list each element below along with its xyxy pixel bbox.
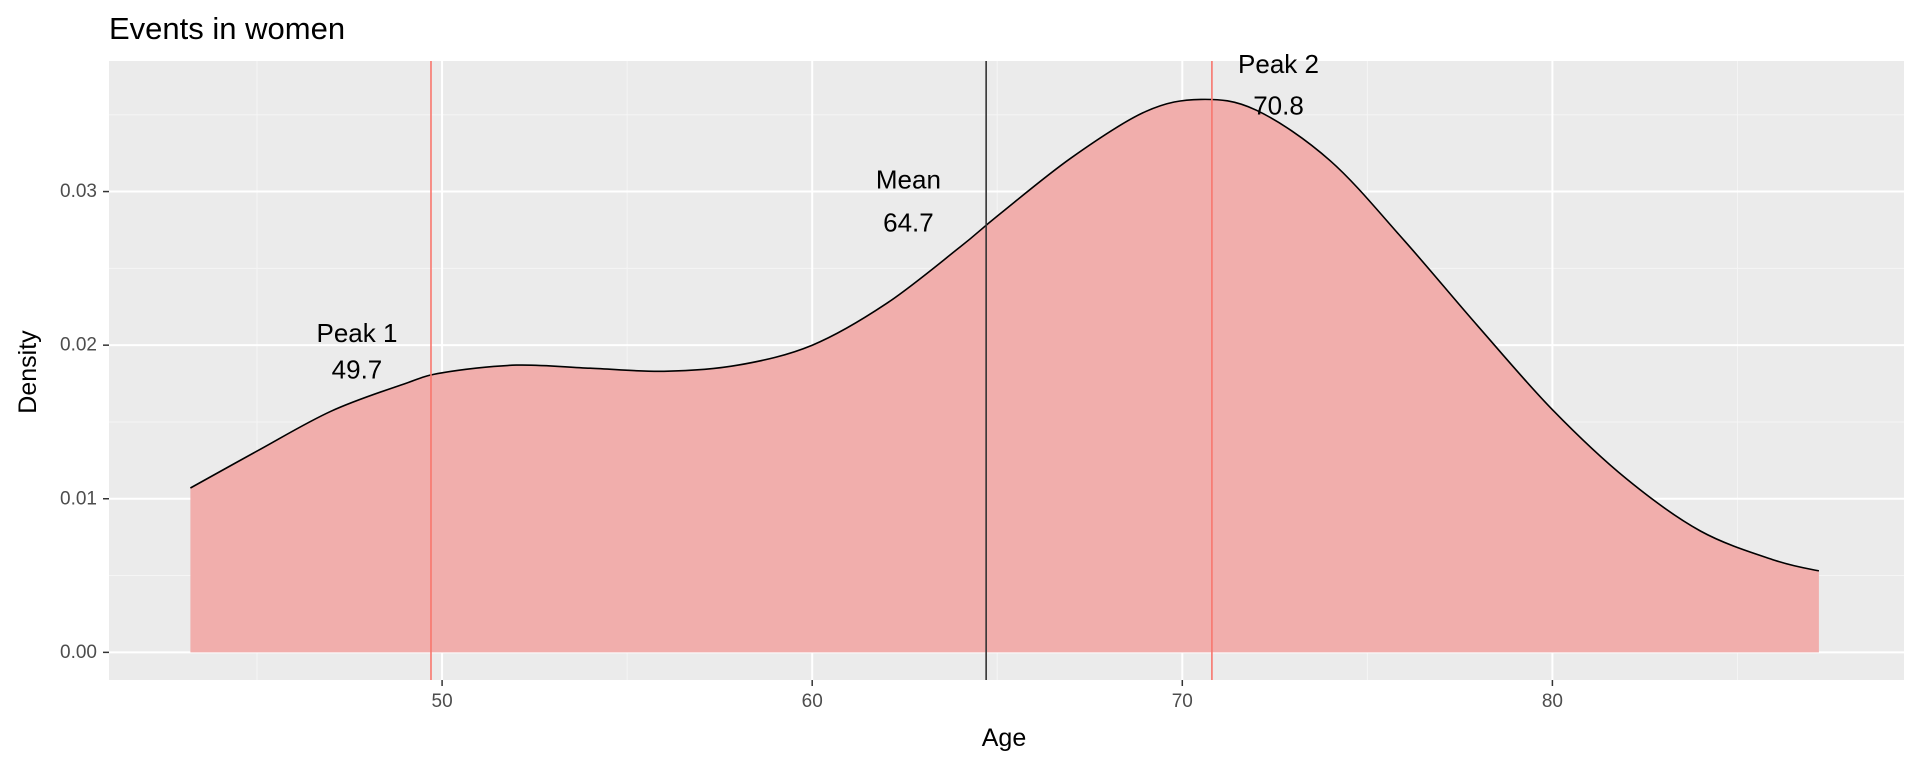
- density-area: [190, 99, 1819, 653]
- y-tick-label: 0.00: [60, 642, 97, 663]
- y-axis-title: Density: [14, 330, 42, 414]
- y-tick-label: 0.02: [60, 335, 97, 356]
- annotation-value: 64.7: [883, 207, 934, 237]
- annotation-label: Peak 1: [316, 318, 397, 348]
- x-tick-label: 80: [1542, 691, 1563, 712]
- annotation-label: Peak 2: [1238, 49, 1319, 79]
- y-tick-label: 0.01: [60, 488, 97, 509]
- annotations: Peak 1 49.7 Mean 64.7 Peak 2 70.8: [316, 49, 1319, 385]
- chart-title: Events in women: [109, 11, 345, 46]
- y-tick-label: 0.03: [60, 181, 97, 202]
- x-axis-title: Age: [982, 724, 1026, 752]
- x-tick-label: 60: [802, 691, 823, 712]
- annotation-value: 70.8: [1253, 91, 1304, 121]
- annotation-label: Mean: [876, 164, 941, 194]
- density-curve: [190, 98, 1820, 572]
- axis-ticks: 50 60 70 80 0.00 0.01 0.02 0.03: [60, 181, 1563, 712]
- x-tick-label: 50: [432, 691, 453, 712]
- annotation-value: 49.7: [332, 355, 383, 385]
- reference-lines: [430, 61, 1213, 680]
- x-tick-label: 70: [1172, 691, 1193, 712]
